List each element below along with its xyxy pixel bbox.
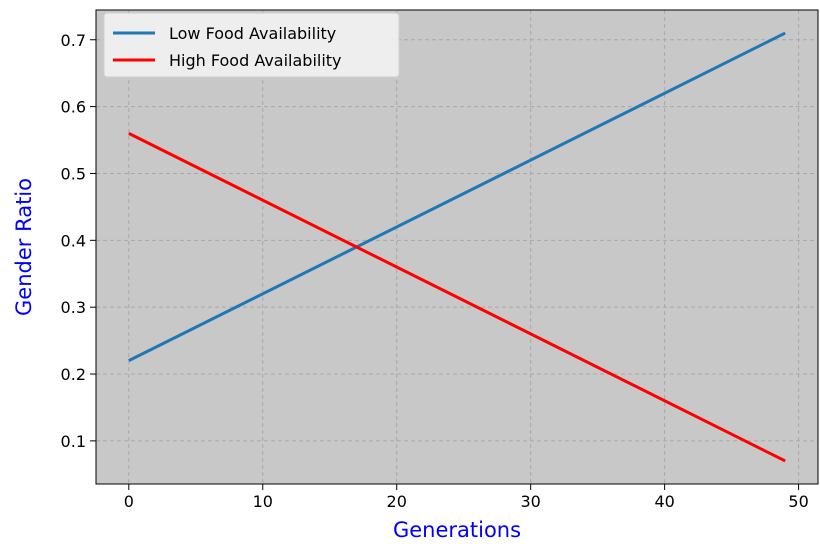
y-tick-label: 0.7	[61, 31, 86, 50]
legend-label-low-food: Low Food Availability	[169, 24, 336, 43]
plot-background	[96, 10, 818, 484]
series-line-0	[128, 31, 786, 362]
y-tick-label: 0.4	[61, 231, 86, 250]
y-tick-label: 0.1	[61, 432, 86, 451]
legend-box	[103, 12, 400, 78]
series-layer	[128, 31, 786, 463]
y-tick-label: 0.6	[61, 98, 86, 117]
series-line-1	[128, 132, 786, 463]
x-tick-label: 20	[387, 492, 407, 511]
x-tick-label: 10	[253, 492, 273, 511]
ticks: 0 10 20 30 40 50 0.1 0.2 0.3 0.4 0.5 0.6 0.7	[61, 31, 809, 511]
x-tick-label: 0	[124, 492, 134, 511]
x-axis-label: Generations	[393, 518, 521, 542]
x-tick-label: 30	[520, 492, 540, 511]
plot-frame	[95, 9, 819, 485]
grid	[96, 10, 818, 484]
y-tick-label: 0.2	[61, 365, 86, 384]
legend-label-high-food: High Food Availability	[169, 51, 342, 70]
y-axis-label: Gender Ratio	[12, 178, 36, 316]
y-tick-label: 0.3	[61, 298, 86, 317]
x-tick-label: 40	[654, 492, 674, 511]
legend: Low Food Availability High Food Availabi…	[103, 12, 400, 78]
y-tick-label: 0.5	[61, 164, 86, 183]
x-tick-label: 50	[788, 492, 808, 511]
